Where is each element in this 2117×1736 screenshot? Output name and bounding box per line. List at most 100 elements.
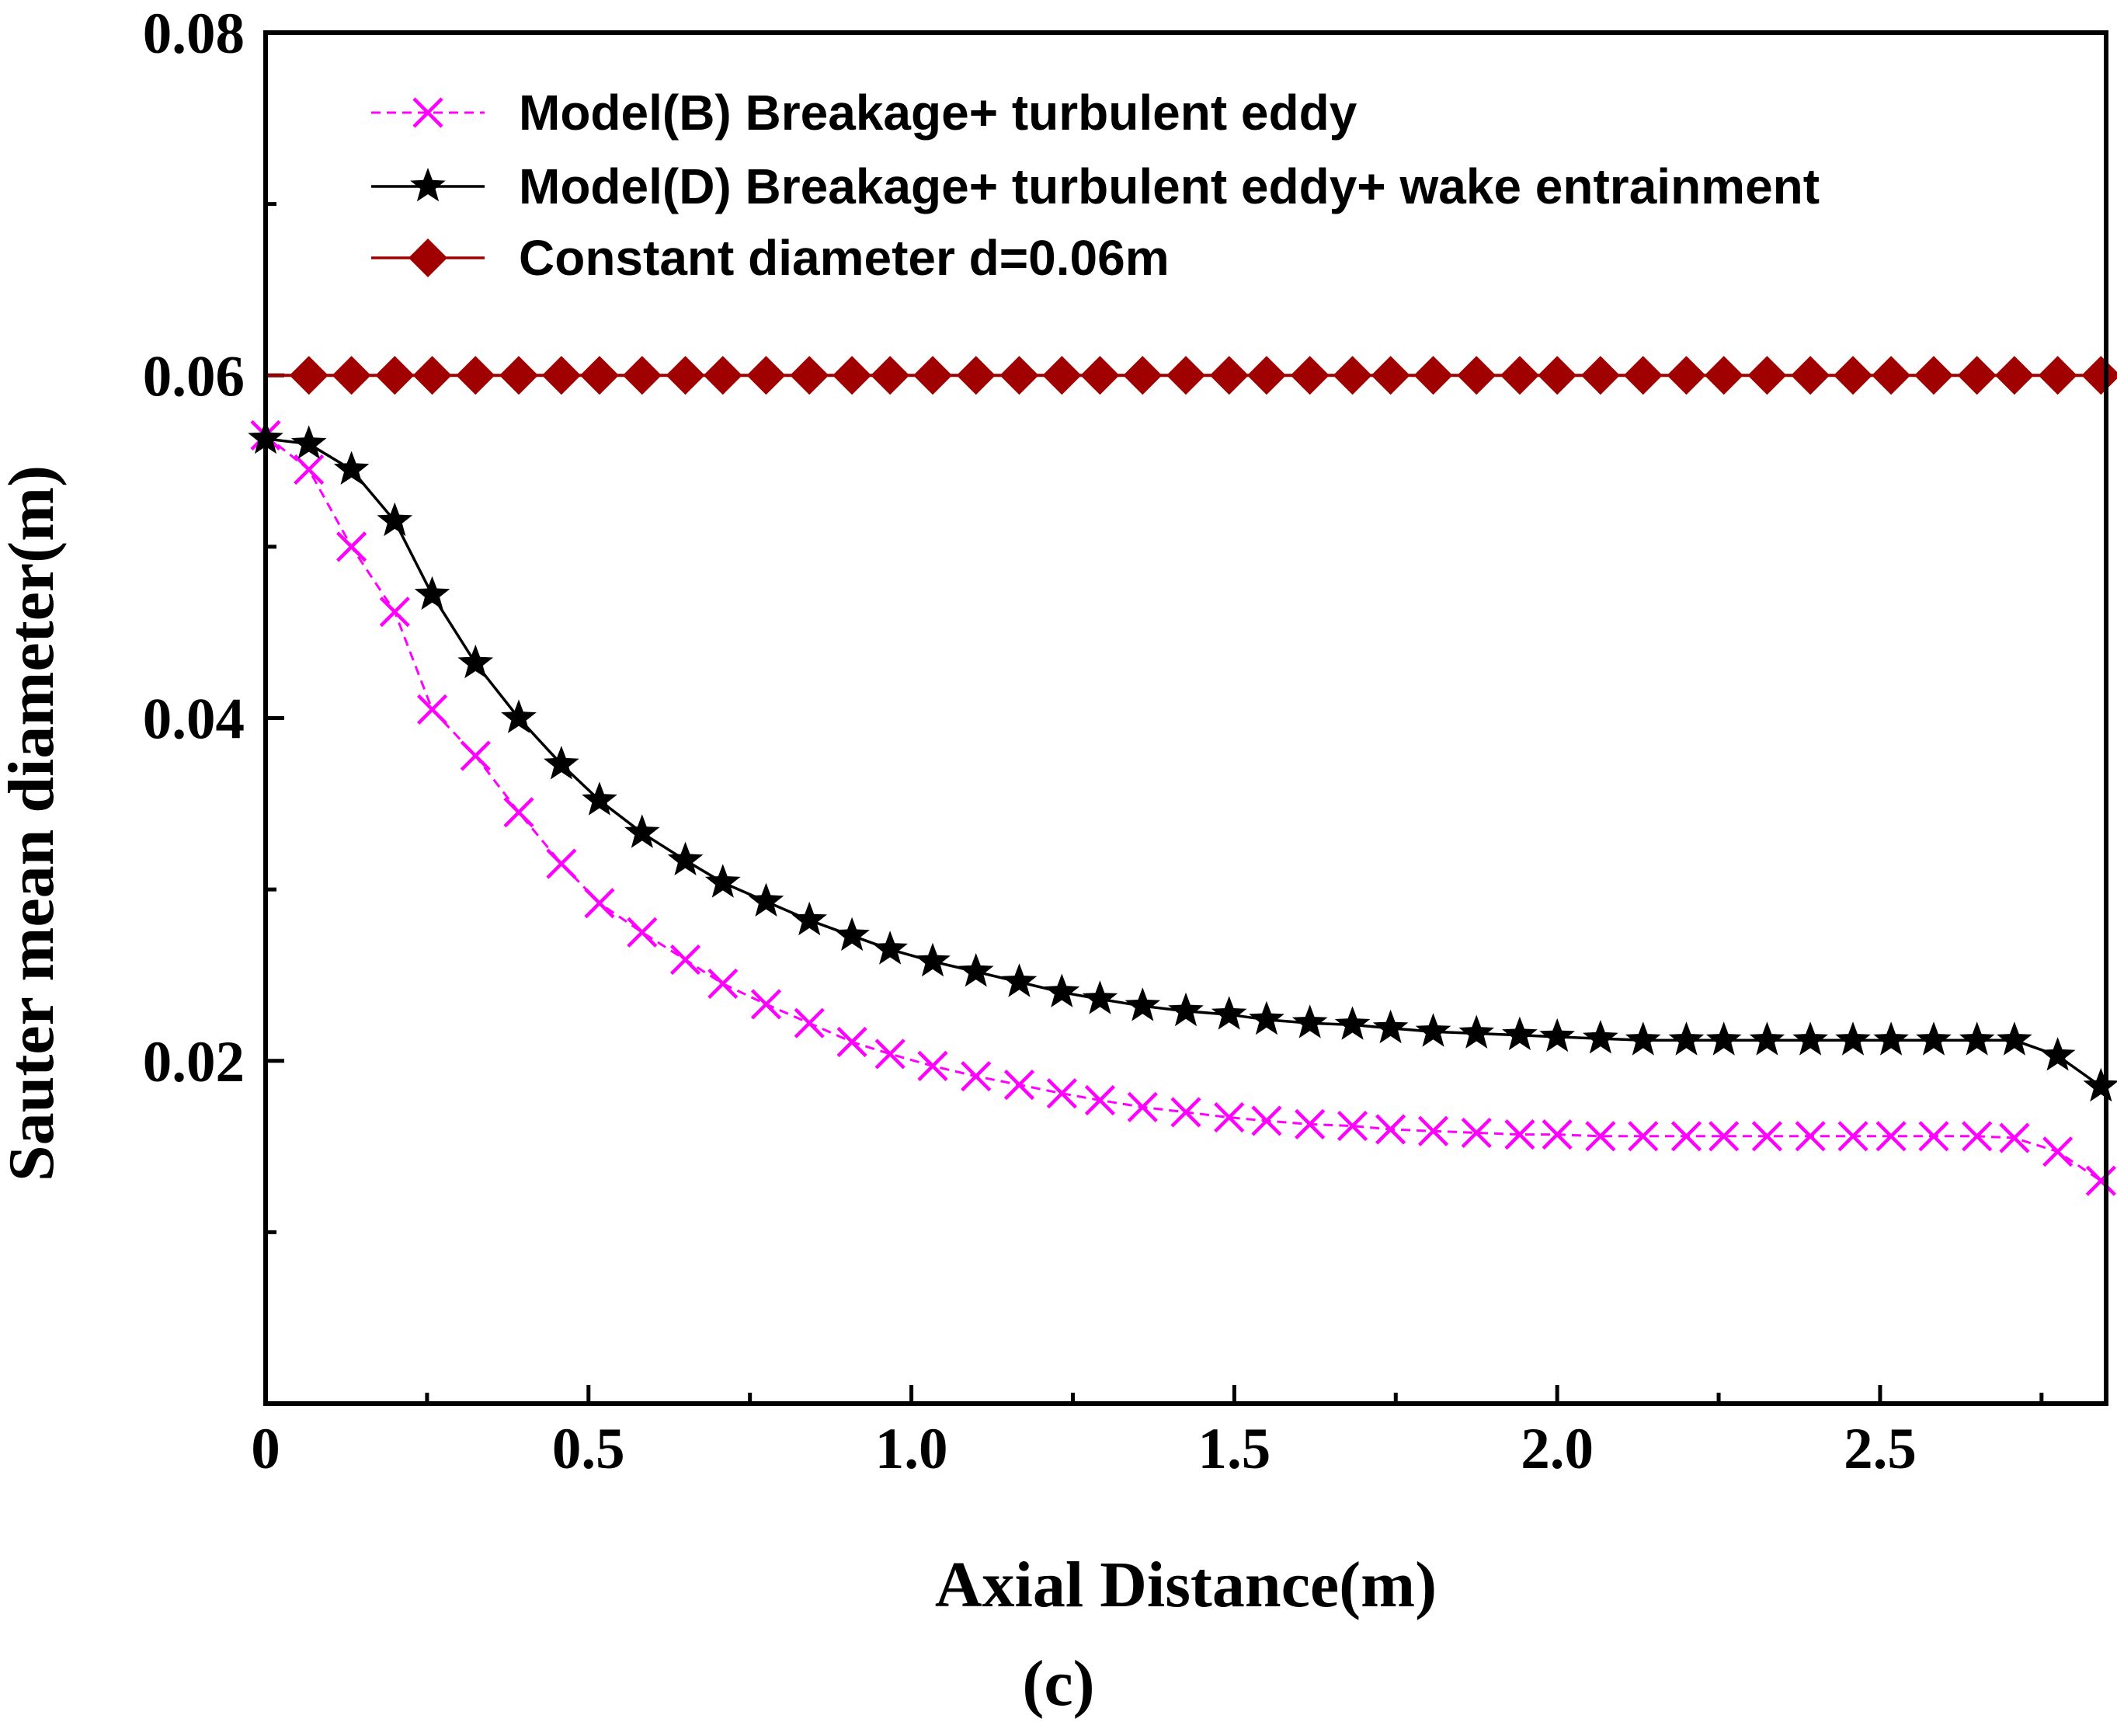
data-point (1166, 356, 1205, 395)
data-point (1705, 1021, 1742, 1056)
data-point (833, 356, 872, 395)
data-point (290, 425, 327, 459)
y-tick-label: 0.02 (143, 1030, 245, 1094)
legend-item: Constant diameter d=0.06m (371, 230, 1170, 286)
series-line (265, 434, 2102, 1182)
data-point (1500, 356, 1539, 395)
series-0 (250, 419, 2116, 1196)
data-point (1417, 1115, 1449, 1146)
data-point (703, 356, 742, 395)
data-point (1872, 356, 1911, 395)
series-1 (248, 419, 2117, 1102)
axis-ticks: 0 0.5 1.0 1.5 2.0 2.5 0.02 0.04 0.06 0.08 (143, 2, 2044, 1481)
data-point (1997, 1021, 2032, 1056)
data-point (541, 356, 581, 395)
data-point (2081, 356, 2117, 395)
data-point (414, 576, 450, 611)
data-point (1001, 963, 1038, 997)
x-tick-label: 2.5 (1844, 1417, 1917, 1481)
data-point (412, 356, 452, 395)
data-point (1791, 356, 1830, 395)
data-point (707, 968, 739, 1000)
data-point (1246, 356, 1286, 395)
series-2 (266, 356, 2117, 395)
data-point (546, 848, 577, 879)
data-point (1249, 1000, 1284, 1035)
data-point (2083, 1067, 2117, 1102)
data-point (1080, 356, 1120, 395)
legend-marker (408, 238, 447, 277)
data-point (1959, 1021, 1995, 1056)
data-point (1795, 1121, 1826, 1152)
data-point (1333, 356, 1372, 395)
data-point (1457, 356, 1496, 395)
data-point (1749, 1021, 1785, 1056)
data-point (579, 356, 619, 395)
data-point (1918, 1121, 1949, 1152)
data-point (1127, 1091, 1158, 1122)
data-point (1003, 1070, 1035, 1101)
data-point (1704, 356, 1743, 395)
data-point (460, 740, 491, 771)
data-point (622, 356, 662, 395)
data-point (1538, 356, 1577, 395)
data-point (1583, 1020, 1618, 1054)
legend-label: Model(D) Breakage+ turbulent eddy+ wake … (519, 158, 1820, 214)
data-point (1291, 1004, 1328, 1038)
data-point (1458, 1014, 1494, 1049)
data-point (1957, 356, 1997, 395)
data-point (1168, 992, 1204, 1027)
data-point (1585, 1121, 1616, 1152)
data-point (1751, 1121, 1783, 1152)
data-point (666, 356, 705, 395)
data-point (790, 356, 829, 395)
data-point (2085, 1165, 2116, 1196)
data-point (1623, 356, 1663, 395)
data-point (333, 451, 370, 485)
data-point (1835, 1021, 1871, 1056)
data-point (961, 1061, 992, 1092)
data-point (2039, 1037, 2076, 1071)
data-point (627, 917, 658, 948)
data-point (746, 356, 786, 395)
x-tick-label: 2.0 (1521, 1417, 1594, 1481)
data-point (750, 989, 782, 1020)
data-point (1211, 996, 1247, 1030)
y-axis-title: Sauter mean diameter(m) (0, 465, 68, 1181)
data-point (375, 356, 415, 395)
data-point (2038, 356, 2077, 395)
x-tick-label: 0.5 (552, 1417, 625, 1481)
data-point (1994, 356, 2034, 395)
data-point (379, 597, 410, 628)
x-tick-label: 0 (251, 1417, 280, 1481)
series-layer (248, 356, 2117, 1196)
data-point (1709, 1121, 1740, 1152)
data-point (1290, 356, 1330, 395)
data-point (1209, 356, 1249, 395)
data-point (1170, 1097, 1201, 1128)
data-point (503, 797, 534, 828)
y-tick-label: 0.08 (143, 2, 245, 66)
data-point (1214, 1101, 1245, 1133)
data-point (917, 1050, 948, 1081)
data-point (872, 931, 908, 965)
plot-frame (263, 30, 2108, 1406)
data-point (1334, 1006, 1371, 1040)
data-point (582, 781, 617, 816)
data-point (1084, 1084, 1115, 1116)
data-point (1337, 1110, 1368, 1142)
data-point (871, 356, 910, 395)
series-line (265, 437, 2102, 1088)
data-point (1082, 980, 1118, 1014)
data-point (1628, 1121, 1659, 1152)
data-point (1372, 1009, 1409, 1044)
data-point (289, 356, 328, 395)
data-point (1123, 356, 1163, 395)
data-point (667, 841, 704, 875)
data-point (1415, 1013, 1451, 1047)
data-point (999, 356, 1039, 395)
data-point (1375, 1114, 1406, 1145)
data-point (1042, 356, 1082, 395)
data-point (915, 942, 951, 977)
data-point (958, 953, 994, 987)
